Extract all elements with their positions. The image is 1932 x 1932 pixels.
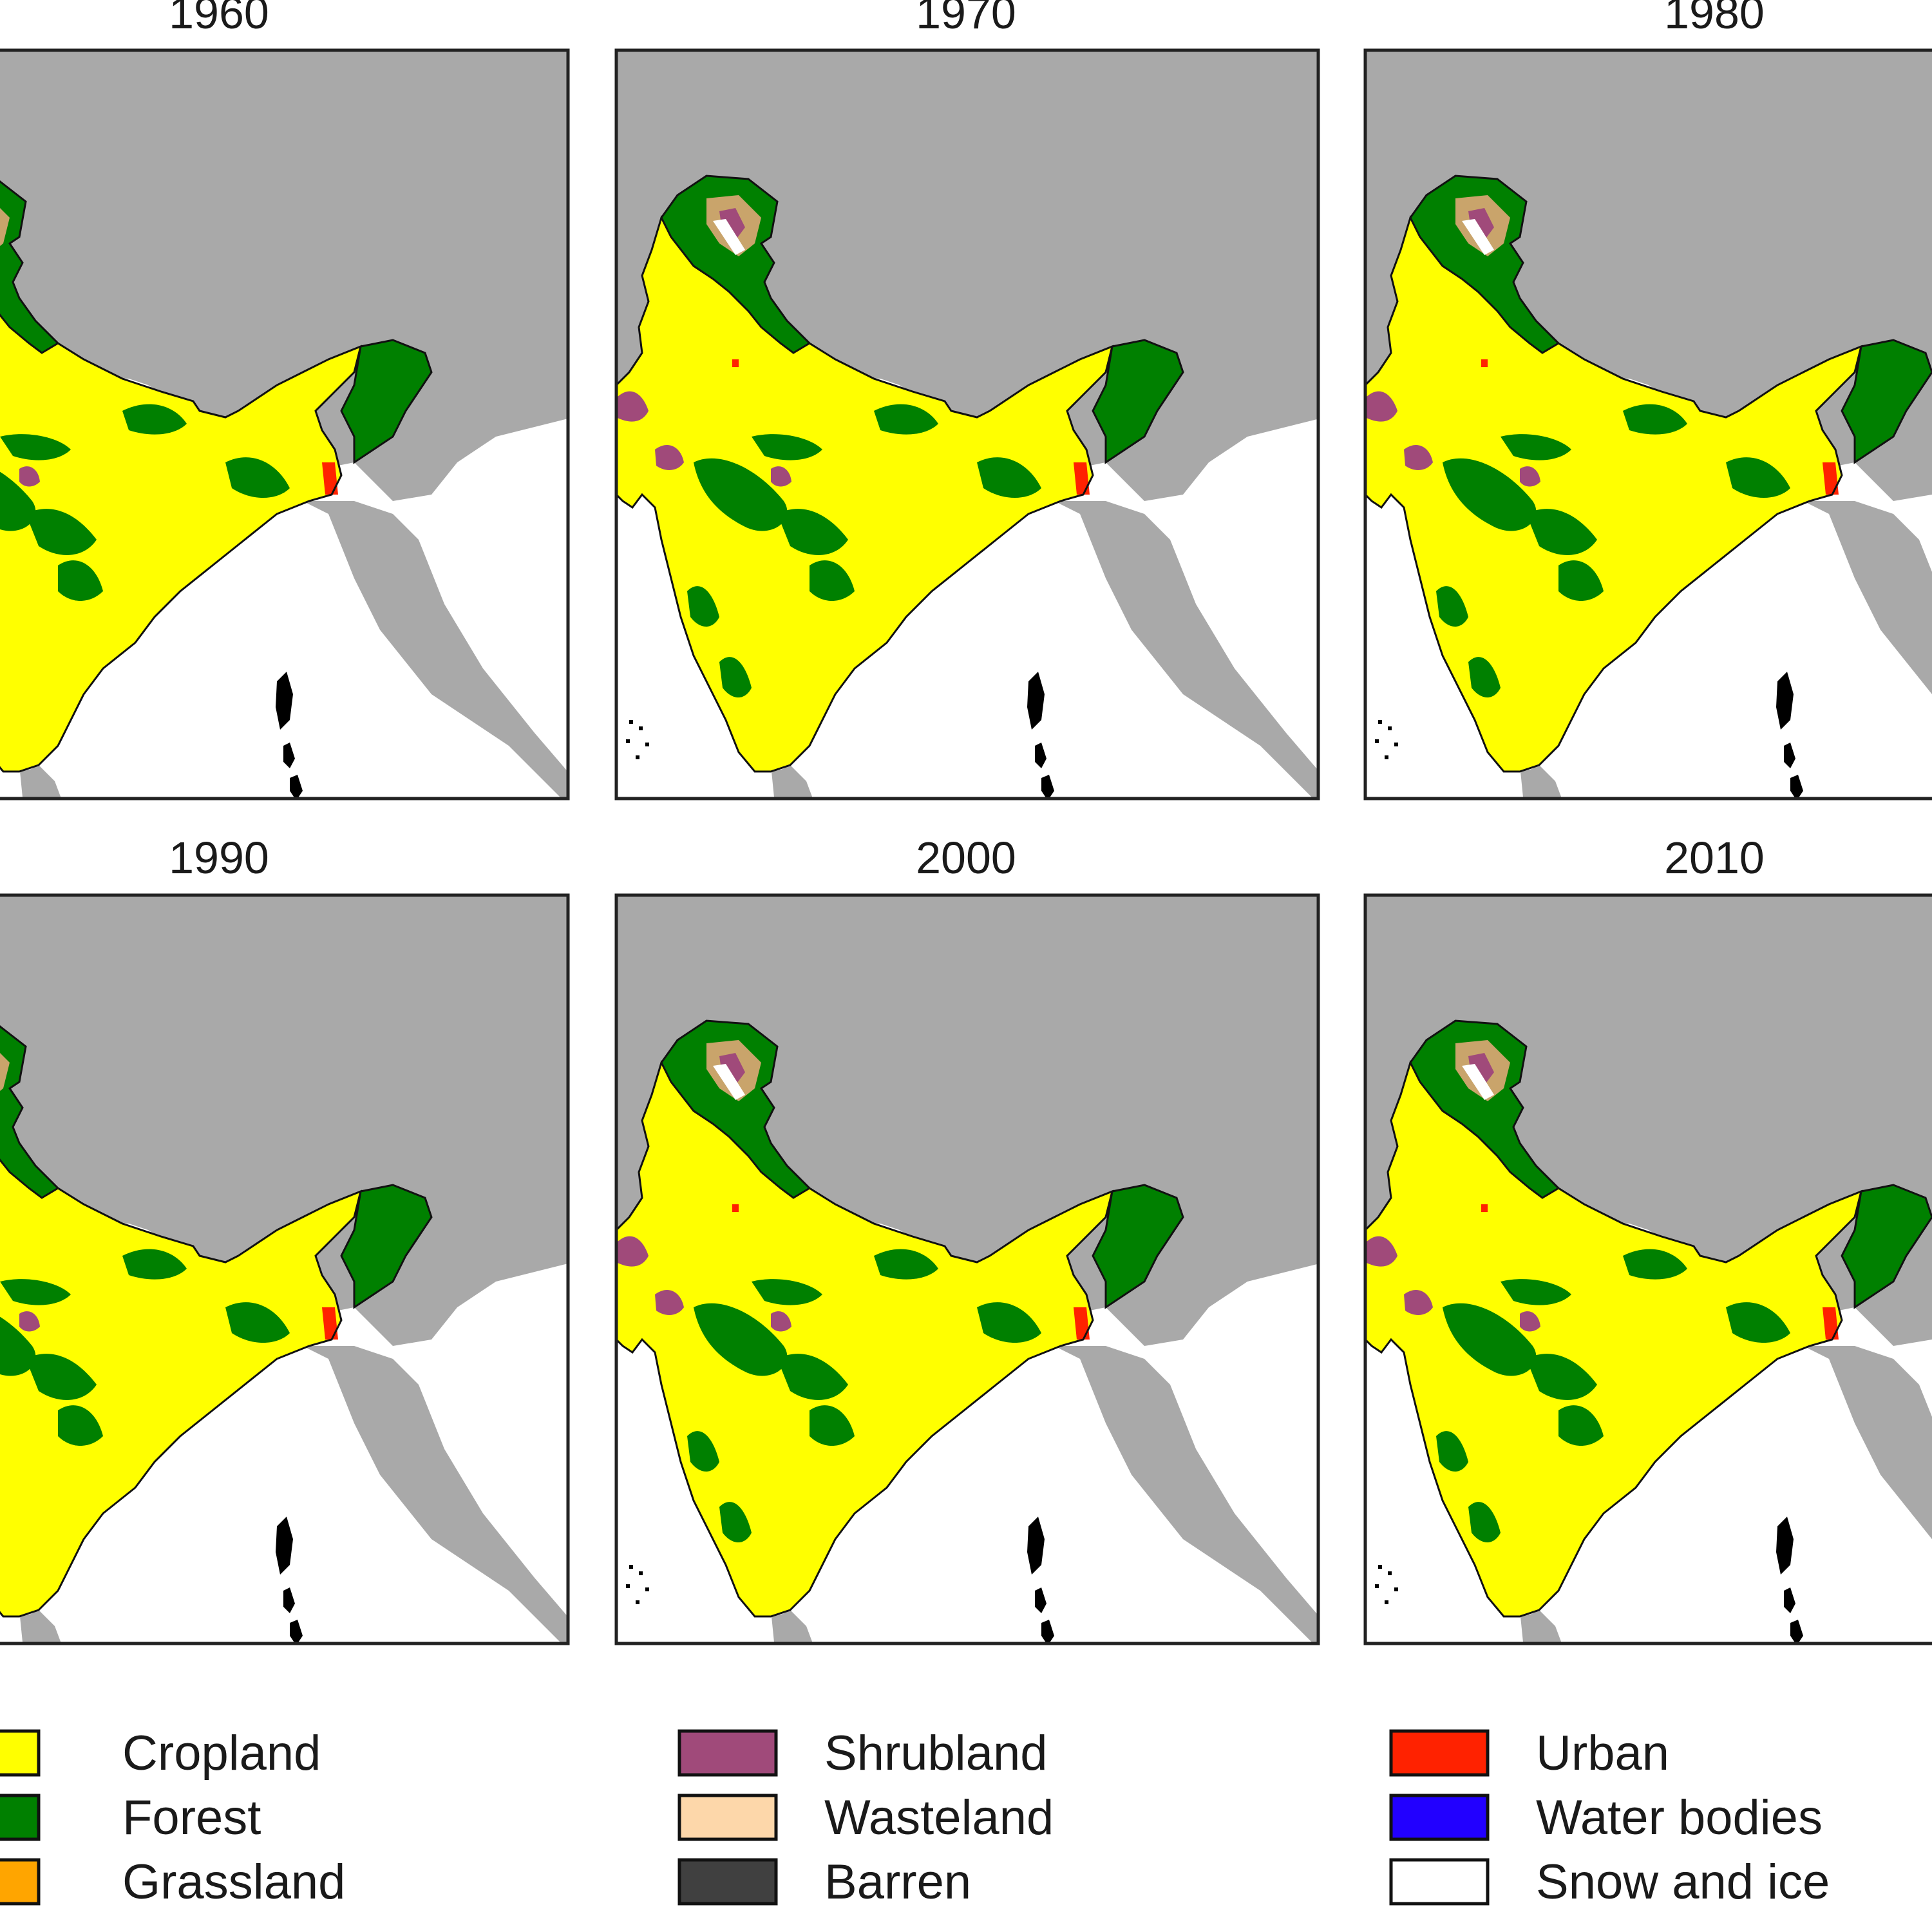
legend-swatch bbox=[677, 1858, 778, 1906]
panel-year-title: 1970 bbox=[916, 0, 1016, 38]
map-panel-2010: 2010 bbox=[1363, 833, 1932, 1645]
legend-label: Snow and ice bbox=[1536, 1855, 1830, 1909]
panel-year-title: 1980 bbox=[1664, 0, 1765, 38]
legend-swatch bbox=[677, 1794, 778, 1841]
legend-item-grassland: Grassland bbox=[0, 1855, 345, 1909]
map-panel-1980: 1980 bbox=[1363, 0, 1932, 800]
map-panel-2000: 2000 bbox=[614, 833, 1320, 1645]
legend-item-cropland: Cropland bbox=[0, 1726, 321, 1781]
panel-frame bbox=[0, 893, 570, 1645]
legend-swatch bbox=[0, 1729, 41, 1777]
legend-swatch bbox=[0, 1794, 41, 1841]
panel-year-title: 1990 bbox=[169, 833, 269, 883]
legend-swatch bbox=[1389, 1794, 1490, 1841]
legend-item-urban: Urban bbox=[1389, 1726, 1669, 1781]
legend-swatch bbox=[1389, 1729, 1490, 1777]
legend-label: Forest bbox=[122, 1790, 261, 1845]
panel-frame bbox=[614, 893, 1320, 1645]
panel-frame bbox=[0, 48, 570, 800]
legend-label: Cropland bbox=[122, 1726, 321, 1781]
panel-frame bbox=[614, 48, 1320, 800]
map-panel-1990: 1990 bbox=[0, 833, 570, 1645]
legend-item-snow-and-ice: Snow and ice bbox=[1389, 1855, 1830, 1909]
panel-year-title: 2000 bbox=[916, 833, 1016, 883]
legend-item-shrubland: Shrubland bbox=[677, 1726, 1048, 1781]
legend-label: Shrubland bbox=[824, 1726, 1048, 1781]
legend-swatch bbox=[1389, 1858, 1490, 1906]
legend-swatch bbox=[677, 1729, 778, 1777]
legend-item-wasteland: Wasteland bbox=[677, 1790, 1054, 1845]
legend-item-water-bodies: Water bodies bbox=[1389, 1790, 1823, 1845]
legend-label: Urban bbox=[1536, 1726, 1669, 1781]
legend-label: Wasteland bbox=[824, 1790, 1054, 1845]
map-panel-1960: 1960 bbox=[0, 0, 570, 800]
panel-year-title: 1960 bbox=[169, 0, 269, 38]
legend-swatch bbox=[0, 1858, 41, 1906]
legend-item-forest: Forest bbox=[0, 1790, 261, 1845]
legend-label: Water bodies bbox=[1536, 1790, 1823, 1845]
panel-year-title: 2010 bbox=[1664, 833, 1765, 883]
panel-frame bbox=[1363, 48, 1932, 800]
legend-item-barren: Barren bbox=[677, 1855, 971, 1909]
legend-label: Barren bbox=[824, 1855, 971, 1909]
legend-label: Grassland bbox=[122, 1855, 345, 1909]
panel-frame bbox=[1363, 893, 1932, 1645]
map-panel-1970: 1970 bbox=[614, 0, 1320, 800]
